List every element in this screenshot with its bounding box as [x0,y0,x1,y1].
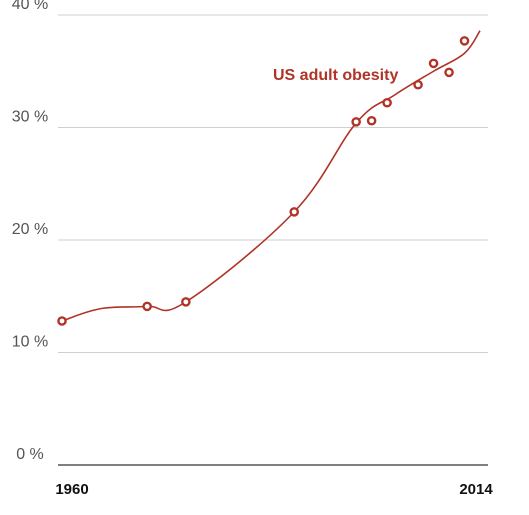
x-tick-label: 1960 [55,481,88,498]
y-axis-tick-labels: 0 % 10 % 20 % 30 % 40 % [12,0,48,463]
y-tick-label: 10 % [12,334,48,351]
data-point [366,115,377,126]
data-point [142,301,152,312]
y-tick-label: 30 % [12,109,48,126]
data-point [428,58,439,69]
y-tick-label: 20 % [12,221,48,238]
data-points [57,36,470,326]
data-point [57,316,67,326]
x-axis-tick-labels: 1960 2014 [55,481,493,498]
x-tick-label: 2014 [459,481,493,498]
y-tick-label: 0 % [16,446,44,463]
data-point [289,207,300,217]
obesity-trend-line [61,30,481,322]
data-point [382,97,392,108]
gridlines [58,14,488,353]
data-point [444,67,454,78]
data-point [459,36,470,46]
y-tick-label: 40 % [12,0,48,13]
data-point [181,297,191,307]
data-point [351,117,361,127]
data-point [413,79,423,90]
series-label: US adult obesity [273,67,398,84]
